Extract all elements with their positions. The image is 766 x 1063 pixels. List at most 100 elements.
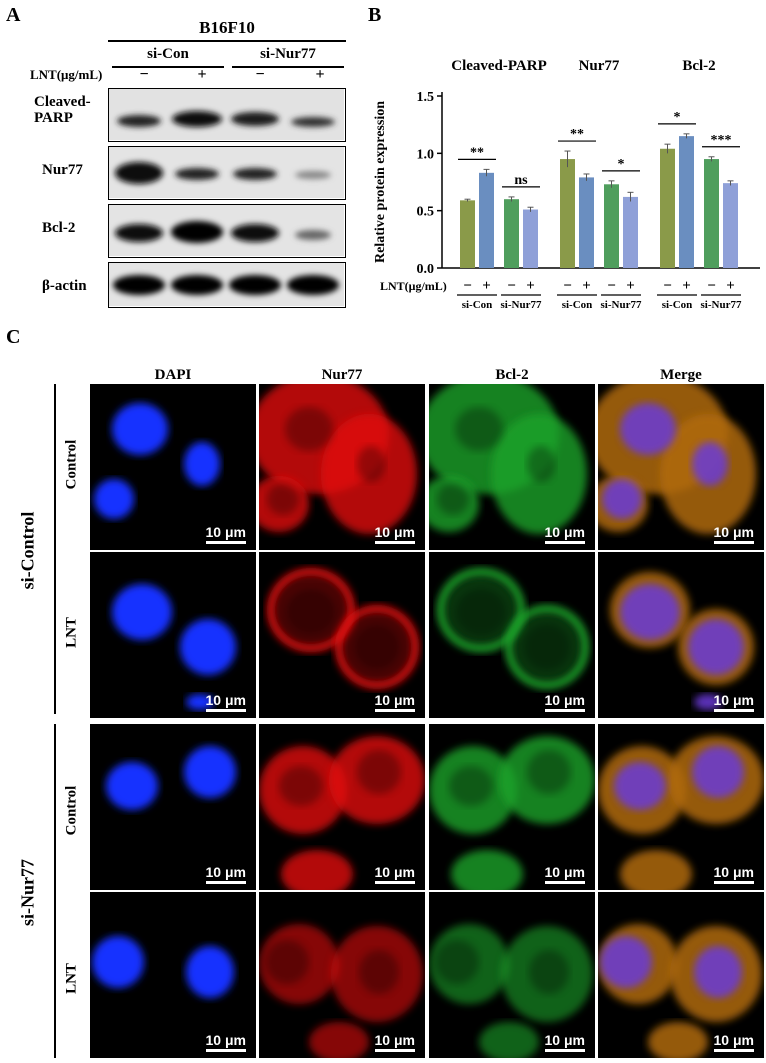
micrograph-si-nur77-control-bcl2: 10 μm [429,724,595,890]
micrograph-si-nur77-lnt-nur77: 10 μm [259,892,425,1058]
scale-bar-line [374,541,415,544]
significance-label: ** [570,127,584,142]
row-label-si-control-lnt: LNT [63,617,80,648]
y-tick-label: 1.0 [417,147,435,162]
column-header-dapi: DAPI [154,367,192,383]
scale-bar-label: 10 μm [374,864,415,880]
scale-bar: 10 μm [205,864,246,884]
significance-label: * [674,110,681,125]
row-label-si-control-control: Control [63,439,80,490]
scale-bar-line [713,709,754,712]
x-group-label: si-Con [662,299,693,311]
scale-bar-label: 10 μm [374,524,415,540]
row-label-si-nur77-lnt: LNT [63,963,80,994]
scale-bar-line [205,541,246,544]
blot-label-bcl2: Bcl-2 [42,220,76,236]
significance-label: * [618,157,625,172]
scale-bar: 10 μm [544,692,585,712]
x-sign-label: + [526,278,535,294]
micrograph-si-nur77-lnt-dapi: 10 μm [90,892,256,1058]
panel-label-c: C [6,326,21,348]
scale-bar-line [374,1049,415,1052]
x-sign-label: − [607,278,616,294]
micrograph-si-nur77-control-dapi: 10 μm [90,724,256,890]
x-group-label: si-Con [462,299,493,311]
micrograph-si-control-control-dapi: 10 μm [90,384,256,550]
x-sign-label: − [463,278,472,294]
scale-bar-label: 10 μm [544,864,585,880]
micrograph-si-control-control-bcl2: 10 μm [429,384,595,550]
x-group-label: si-Nur77 [601,299,642,311]
bar [660,148,675,268]
y-axis-label: Relative protein expression [373,101,388,263]
x-sign-label: − [663,278,672,294]
bar [704,159,719,268]
group-label-si-nur77: si-Nur77 [260,46,316,62]
bar [504,199,519,268]
scale-bar: 10 μm [713,1032,754,1052]
x-sign-label: + [682,278,691,294]
scale-bar: 10 μm [374,1032,415,1052]
scale-bar-label: 10 μm [713,1032,754,1048]
scale-bar-label: 10 μm [713,864,754,880]
scale-bar-line [713,881,754,884]
bar [623,196,638,268]
blot-label-cleaved-parp: Cleaved- PARP [34,94,91,126]
y-tick-label: 0.0 [417,262,435,277]
scale-bar-line [713,1049,754,1052]
significance-label: ns [514,173,528,188]
scale-bar: 10 μm [205,1032,246,1052]
scale-bar-line [205,881,246,884]
micrograph-si-control-control-nur77: 10 μm [259,384,425,550]
protein-title: Cleaved-PARP [451,58,547,74]
blot-label-nur77: Nur77 [42,162,83,178]
panel-label-b: B [368,4,382,26]
significance-label: ** [470,145,484,160]
scale-bar: 10 μm [544,524,585,544]
group-label-si-con: si-Con [147,46,189,62]
scale-bar-label: 10 μm [544,692,585,708]
scale-bar-label: 10 μm [205,692,246,708]
sign-lane-2: + [197,66,207,83]
scale-bar-line [205,1049,246,1052]
scale-bar-label: 10 μm [374,1032,415,1048]
group-bracket-si-nur77 [54,724,56,1058]
group-line-si-nur77 [232,66,344,68]
x-sign-label: − [707,278,716,294]
column-header-merge: Merge [660,367,702,383]
x-sign-label: + [582,278,591,294]
scale-bar: 10 μm [544,1032,585,1052]
scale-bar: 10 μm [205,524,246,544]
bar [479,172,494,268]
x-sign-label: − [507,278,516,294]
scale-bar: 10 μm [205,692,246,712]
scale-bar: 10 μm [544,864,585,884]
column-header-bcl2: Bcl-2 [495,367,529,383]
scale-bar: 10 μm [374,692,415,712]
x-sign-label: − [563,278,572,294]
panel-label-a: A [6,4,21,26]
bar [523,209,538,268]
bar-chart-svg: Relative protein expression 0.0 0.5 1.0 1.5 L… [373,58,760,311]
micrograph-si-control-lnt-bcl2: 10 μm [429,552,595,718]
micrograph-si-control-lnt-dapi: 10 μm [90,552,256,718]
group-line-si-con [112,66,224,68]
scale-bar-line [374,881,415,884]
micrograph-si-nur77-lnt-bcl2: 10 μm [429,892,595,1058]
sign-lane-4: + [315,66,325,83]
scale-bar-label: 10 μm [713,692,754,708]
blot-bcl2 [108,204,346,258]
row-label-si-nur77-control: Control [63,785,80,836]
blot-nur77 [108,146,346,200]
scale-bar-label: 10 μm [205,524,246,540]
bar [460,200,475,268]
scale-bar-line [544,881,585,884]
scale-bar-line [374,709,415,712]
scale-bar: 10 μm [713,692,754,712]
x-sign-label: + [626,278,635,294]
x-group-label: si-Nur77 [501,299,542,311]
micrograph-si-nur77-control-merge: 10 μm [598,724,764,890]
group-bracket-si-control [54,384,56,714]
significance-label: *** [711,133,732,148]
scale-bar: 10 μm [374,524,415,544]
